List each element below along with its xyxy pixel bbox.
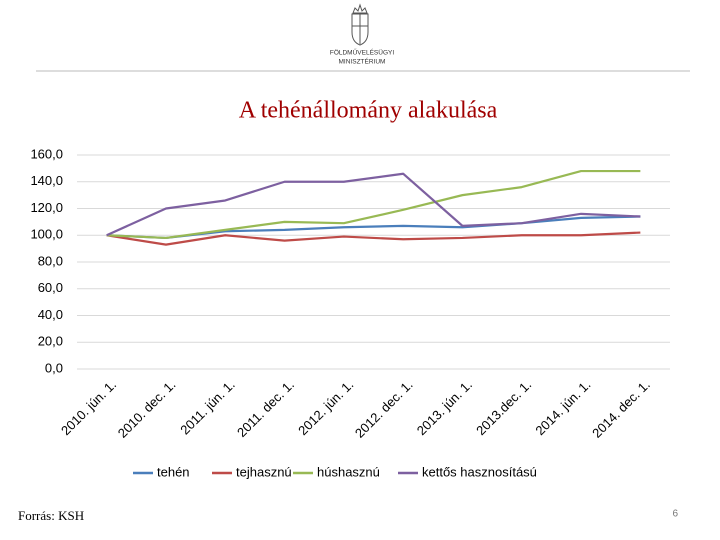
series-line	[106, 231, 641, 246]
x-tick-label: 2010. jún. 1.	[58, 377, 119, 438]
x-tick-label: 2011. dec. 1.	[234, 377, 297, 440]
page-number: 6	[672, 509, 678, 520]
x-tick-label: 2014. jún. 1.	[532, 377, 593, 438]
y-tick-label: 120,0	[30, 200, 63, 215]
legend-label: tejhasznú	[236, 464, 292, 479]
y-tick-label: 100,0	[30, 227, 63, 242]
series-line	[106, 172, 641, 237]
y-tick-label: 20,0	[38, 334, 63, 349]
y-tick-label: 80,0	[38, 253, 63, 268]
chart-title: A tehénállomány alakulása	[239, 98, 498, 124]
x-tick-label: 2010. dec. 1.	[115, 377, 179, 441]
x-tick-label: 2013. jún. 1.	[414, 377, 475, 438]
y-tick-label: 40,0	[38, 307, 63, 322]
legend-label: tehén	[157, 464, 190, 479]
legend-label: kettős hasznosítású	[422, 464, 537, 479]
series-line	[106, 169, 641, 240]
x-tick-label: 2014. dec. 1.	[589, 377, 653, 441]
x-tick-label: 2011. jún. 1.	[177, 377, 238, 438]
x-tick-label: 2012. jún. 1.	[295, 377, 356, 438]
x-tick-label: 2012. dec. 1.	[352, 377, 416, 441]
legend-label: húshasznú	[317, 464, 380, 479]
y-tick-label: 140,0	[30, 173, 63, 188]
y-tick-label: 60,0	[38, 280, 63, 295]
y-tick-label: 0,0	[45, 360, 63, 375]
ministry-line: MINISZTÉRIUM	[339, 57, 386, 66]
ministry-line: FÖLDMŰVELÉSÜGYI	[330, 48, 394, 57]
y-tick-label: 160,0	[30, 146, 63, 161]
source: Forrás: KSH	[18, 508, 84, 523]
x-tick-label: 2013.dec. 1.	[473, 377, 534, 438]
crest	[351, 3, 369, 46]
